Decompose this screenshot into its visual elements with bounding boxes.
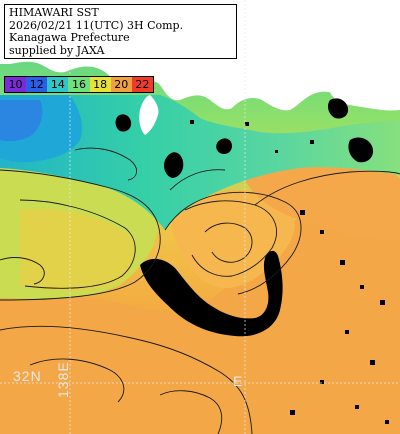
cloud-mid-1 [216,138,232,155]
cloud-east [348,137,374,163]
longitude-tick-label: E [233,373,243,389]
east-orange [240,153,400,240]
land-boso [330,88,400,111]
legend-swatch: 10 [5,77,27,92]
legend-swatch: 16 [68,77,90,92]
contour-line [29,358,125,403]
bay-blue [0,100,43,142]
land-izu [139,95,159,135]
legend-swatch: 12 [26,77,48,92]
cloud-west-1 [115,114,132,132]
contour-line [74,147,137,181]
legend-swatch: 18 [89,77,111,92]
product-name: HIMAWARI SST [9,6,99,19]
longitude-label: 138E [55,361,71,398]
temperature-legend: 10 12 14 16 18 20 22 [4,76,154,93]
contour-line [159,390,223,434]
contour-line [0,325,253,434]
contour-line [0,257,45,285]
warm-water-eddy [171,190,295,289]
isotherm-contours [0,147,400,434]
contour-line [169,169,226,191]
contour-line [254,170,400,206]
timestamp: 2026/02/21 11(UTC) 3H Comp. [9,18,184,32]
cloud-central [140,250,283,337]
cloud-northeast [327,98,349,119]
legend-swatch: 20 [110,77,132,92]
map-title-box: HIMAWARI SST 2026/02/21 11(UTC) 3H Comp.… [4,4,237,59]
legend-swatch: 14 [47,77,69,92]
cloud-north-1 [163,152,184,178]
credit: supplied by JAXA [9,43,105,57]
latitude-label: 32N [13,368,42,384]
region-name: Kanagawa Prefecture [9,31,130,44]
contour-line [19,199,136,289]
legend-swatch: 22 [131,77,153,92]
contour-line [204,222,253,263]
coastal-cool-water [0,95,400,230]
contour-line [0,169,161,301]
contour-line [164,191,302,295]
mid-band-yellow [20,208,136,291]
contour-line [184,200,277,277]
